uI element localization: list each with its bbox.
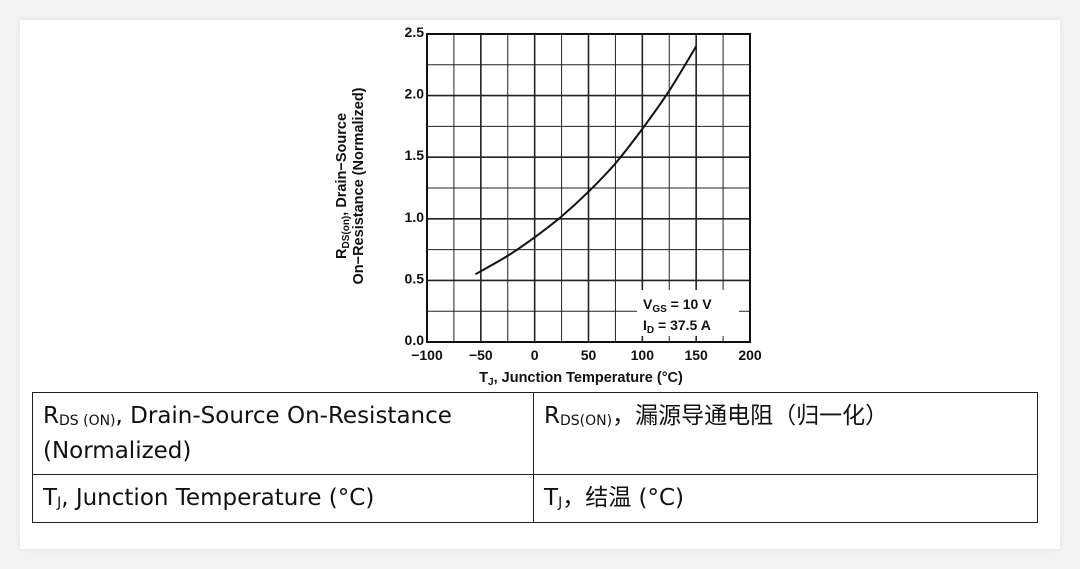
- row1-chinese-cell: RDS(ON)，漏源导通电阻（归一化）: [533, 392, 1038, 475]
- y-axis-label-line2: On−Resistance (Normalized): [351, 87, 367, 284]
- x-tick-label: 0: [531, 347, 539, 363]
- table-row: RDS (ON), Drain-Source On-Resistance (No…: [32, 392, 1038, 475]
- series-line-rdson: [474, 45, 698, 276]
- chart-grid: [426, 33, 751, 343]
- row2-english-cell: TJ, Junction Temperature (°C): [32, 474, 534, 523]
- x-tick-label: −50: [469, 347, 493, 363]
- y-tick-label: 0.0: [405, 332, 425, 348]
- rdson-vs-temperature-chart: −100 −50 0 50 100 150 200 0.0 0.5 1.0 1.5 2.0 2.5 VG…: [334, 24, 762, 388]
- term-glossary-table: RDS (ON), Drain-Source On-Resistance (No…: [32, 392, 1038, 523]
- figure-card: −100 −50 0 50 100 150 200 0.0 0.5 1.0 1.5 2.0 2.5 VG…: [20, 20, 1060, 549]
- chart-tick-labels: −100 −50 0 50 100 150 200 0.0 0.5 1.0 1.5 2.0 2.5: [405, 24, 762, 363]
- y-tick-label: 2.5: [405, 24, 425, 40]
- y-tick-label: 2.0: [405, 86, 425, 102]
- y-tick-label: 1.5: [405, 147, 425, 163]
- x-tick-label: 100: [631, 347, 655, 363]
- y-axis-label: RDS(on), Drain−Source On−Resistance (Nor…: [334, 87, 367, 284]
- x-tick-label: −100: [411, 347, 443, 363]
- x-tick-label: 200: [738, 347, 762, 363]
- x-tick-label: 150: [684, 347, 708, 363]
- table-row: TJ, Junction Temperature (°C) TJ，结温 (°C): [32, 474, 1038, 523]
- conditions-annotation: VGS = 10 V ID = 37.5 A: [637, 290, 739, 336]
- row1-english-cell: RDS (ON), Drain-Source On-Resistance (No…: [32, 392, 534, 475]
- x-tick-label: 50: [581, 347, 597, 363]
- y-axis-label-line1: RDS(on), Drain−Source: [334, 113, 352, 259]
- annotation-id: ID = 37.5 A: [643, 317, 711, 336]
- x-axis-label: TJ, Junction Temperature (°C): [479, 370, 683, 388]
- plot-frame: [426, 33, 751, 343]
- y-tick-label: 0.5: [405, 270, 425, 286]
- annotation-vgs: VGS = 10 V: [643, 296, 712, 315]
- row2-chinese-cell: TJ，结温 (°C): [533, 474, 1038, 523]
- y-tick-label: 1.0: [405, 209, 425, 225]
